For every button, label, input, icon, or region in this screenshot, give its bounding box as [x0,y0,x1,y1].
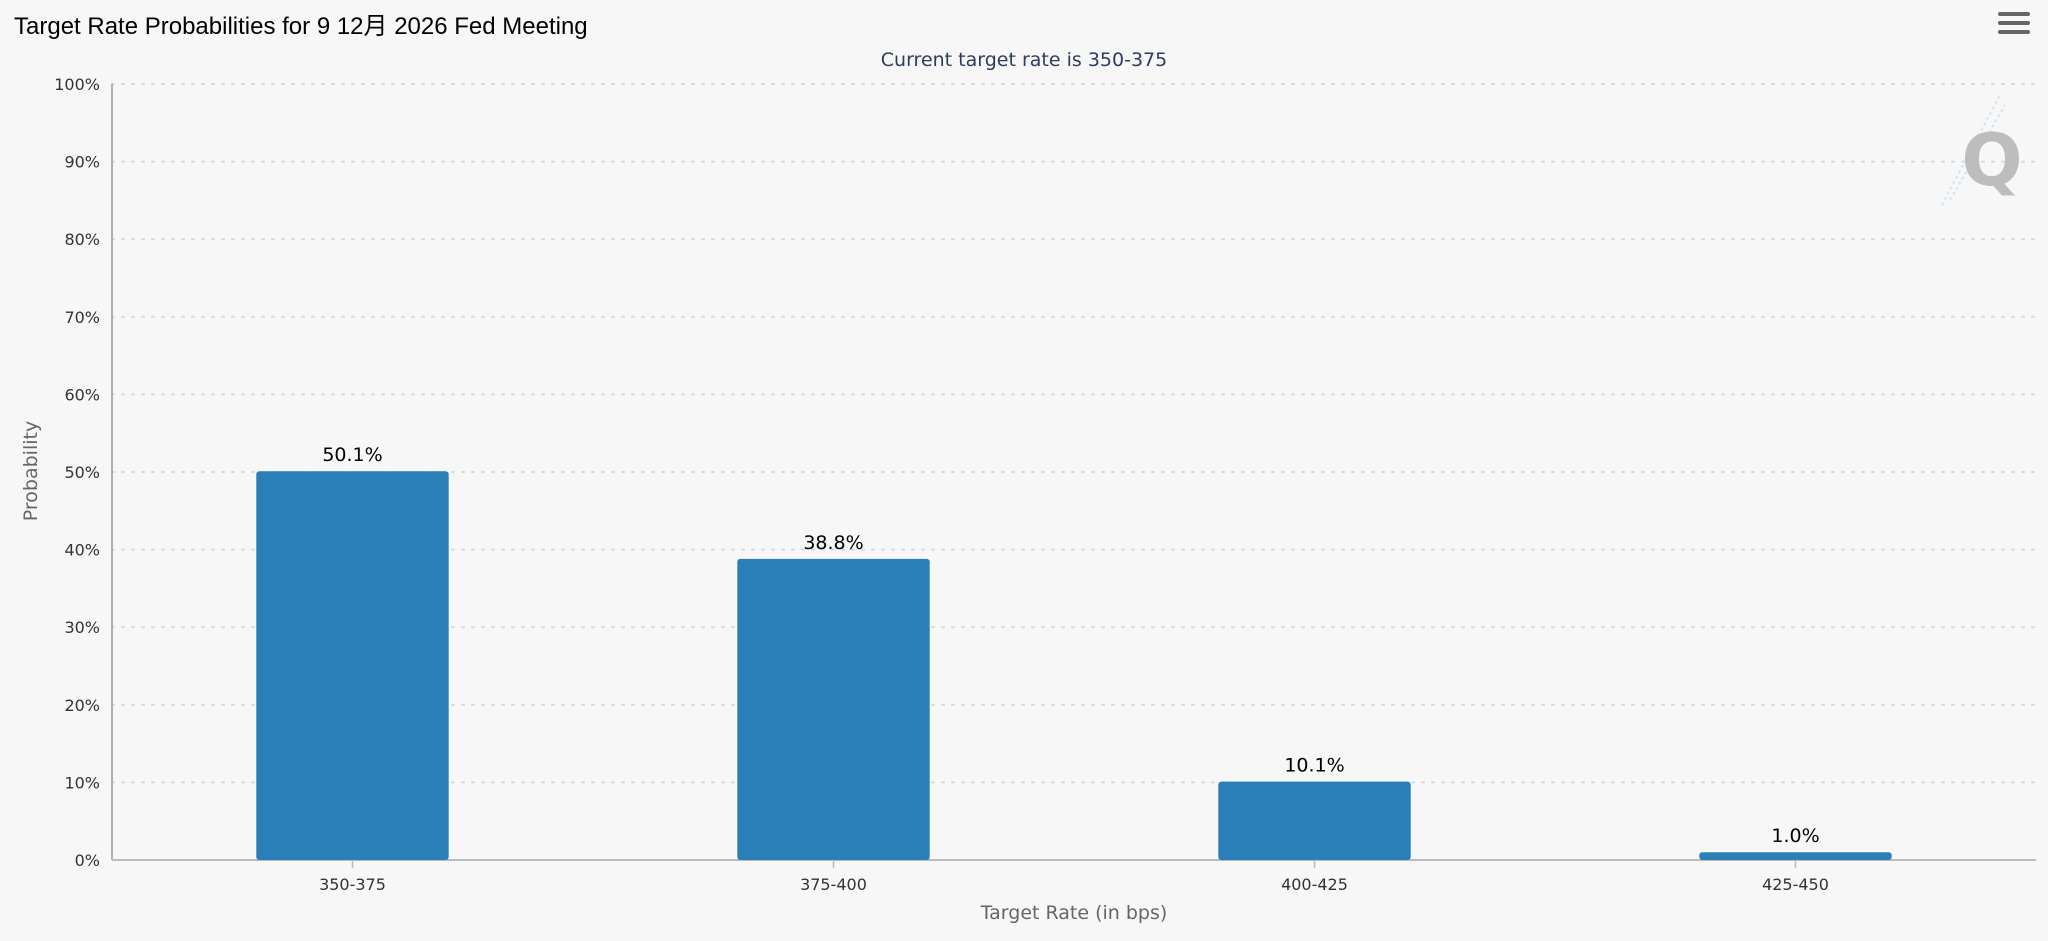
y-tick-label: 80% [64,230,100,249]
bar-350-375[interactable] [256,471,449,860]
y-tick-label: 0% [75,851,100,870]
data-label: 50.1% [322,444,382,466]
data-label: 38.8% [803,532,863,554]
svg-text:Q: Q [1961,118,2022,202]
data-label: 10.1% [1284,755,1344,777]
x-tick-label: 425-450 [1762,875,1829,894]
page-title: Target Rate Probabilities for 9 12月 2026… [14,13,588,40]
y-tick-label: 60% [64,385,100,404]
y-tick-label: 50% [64,463,100,482]
y-tick-label: 40% [64,541,100,560]
y-tick-label: 100% [54,75,100,94]
y-tick-label: 10% [64,773,100,792]
hamburger-menu-icon[interactable] [1998,12,2030,42]
x-axis-ticks: 350-375 375-400 400-425 425-450 [319,860,1829,894]
bars [256,471,1892,860]
chart-subtitle: Current target rate is 350-375 [881,49,1167,71]
bar-425-450[interactable] [1699,852,1892,860]
bar-400-425[interactable] [1218,781,1411,860]
x-axis-title: Target Rate (in bps) [980,902,1168,924]
y-tick-label: 30% [64,618,100,637]
y-axis-title: Probability [20,421,42,521]
q-logo-icon: Q [1941,94,2023,206]
data-labels: 50.1% 38.8% 10.1% 1.0% [322,444,1819,847]
y-axis-ticks: 0% 10% 20% 30% 40% 50% 60% 70% 80% 90% 100% [54,75,100,870]
y-tick-label: 90% [64,153,100,172]
data-label: 1.0% [1771,825,1819,847]
x-tick-label: 350-375 [319,875,386,894]
y-tick-label: 20% [64,696,100,715]
bar-375-400[interactable] [737,558,930,860]
y-tick-label: 70% [64,308,100,327]
x-tick-label: 375-400 [800,875,867,894]
x-tick-label: 400-425 [1281,875,1348,894]
